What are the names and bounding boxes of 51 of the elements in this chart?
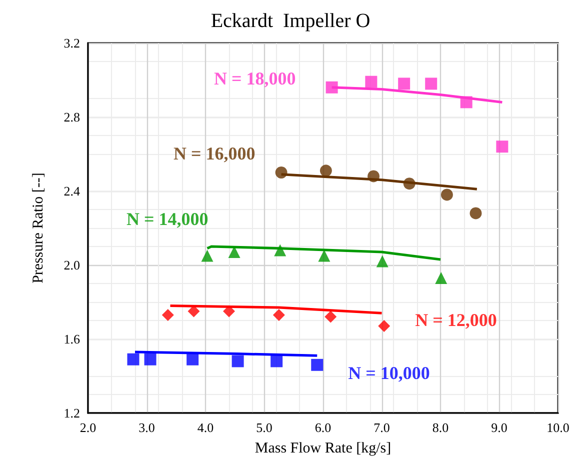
point xyxy=(272,308,285,321)
x-tick-label: 6.0 xyxy=(314,420,332,435)
y-tick-label: 1.6 xyxy=(64,332,80,346)
y-tick-label: 1.2 xyxy=(64,406,80,420)
x-tick-label: 8.0 xyxy=(432,420,449,435)
x-tick-label: 5.0 xyxy=(256,420,272,435)
point xyxy=(368,170,380,182)
point xyxy=(470,207,482,220)
y-tick-label: 3.2 xyxy=(64,36,80,50)
point xyxy=(425,78,438,90)
point xyxy=(496,140,508,153)
series-label: N = 10,000 xyxy=(348,362,430,383)
point xyxy=(376,255,388,268)
x-tick-label: 9.0 xyxy=(491,420,508,435)
point xyxy=(186,353,199,366)
series-label: N = 14,000 xyxy=(126,208,208,229)
chart-title: Eckardt Impeller O xyxy=(210,10,370,32)
y-tick-label: 2.4 xyxy=(64,184,80,198)
point xyxy=(365,76,378,88)
x-tick-label: 3.0 xyxy=(138,420,155,435)
y-tick-label: 2.0 xyxy=(64,258,80,272)
x-tick-label: 2.0 xyxy=(80,420,96,435)
point xyxy=(201,250,214,262)
point xyxy=(311,358,324,371)
point xyxy=(144,353,156,366)
point xyxy=(223,305,235,318)
point xyxy=(326,81,338,94)
y-tick-label: 2.8 xyxy=(64,110,80,124)
point xyxy=(232,355,244,368)
point xyxy=(378,320,390,332)
x-tick-label: 10.0 xyxy=(546,420,570,435)
y-axis-title: Pressure Ratio [--] xyxy=(30,172,46,284)
point xyxy=(398,78,410,90)
point xyxy=(162,308,174,321)
series-label: N = 12,000 xyxy=(415,310,497,330)
point xyxy=(324,310,337,323)
x-axis-title: Mass Flow Rate [kg/s] xyxy=(254,440,392,456)
point xyxy=(275,166,288,178)
series-label: N = 16,000 xyxy=(174,144,256,164)
point xyxy=(274,244,286,256)
point xyxy=(435,272,448,284)
point xyxy=(270,355,283,368)
point xyxy=(460,96,472,108)
point xyxy=(318,250,330,262)
series-label: N = 18,000 xyxy=(214,68,296,88)
point xyxy=(127,353,140,366)
point xyxy=(320,164,332,177)
x-tick-label: 4.0 xyxy=(197,420,214,435)
point xyxy=(440,188,453,201)
point xyxy=(403,178,416,190)
x-tick-label: 7.0 xyxy=(374,420,390,435)
